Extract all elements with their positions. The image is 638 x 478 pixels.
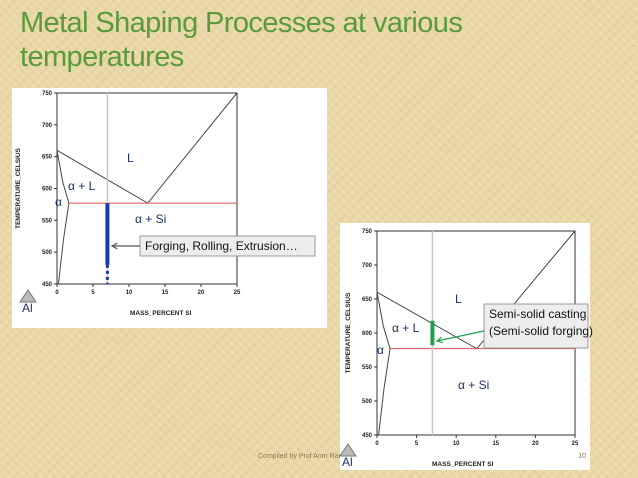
x-tick-label: 5	[91, 290, 95, 296]
y-tick-label: 550	[362, 365, 373, 371]
phase-label: L	[127, 151, 134, 165]
phase-label: α	[377, 343, 384, 357]
x-tick-label: 10	[453, 441, 460, 447]
y-axis-title: TEMPERATURE_CELSIUS	[15, 147, 22, 228]
x-tick-label: 0	[375, 441, 379, 447]
figure-panel	[12, 88, 327, 328]
x-tick-label: 5	[415, 441, 419, 447]
y-tick-label: 650	[362, 297, 373, 303]
phase-label: L	[455, 292, 462, 306]
phase-label: α + L	[392, 321, 420, 335]
x-tick-label: 20	[198, 290, 205, 296]
x-tick-label: 25	[572, 441, 579, 447]
x-axis-title: MASS_PERCENT SI	[432, 461, 494, 468]
arrow-head	[110, 242, 118, 250]
x-tick-label: 20	[532, 441, 539, 447]
y-tick-label: 450	[362, 433, 373, 439]
callout-text: Semi-solid casting	[489, 307, 586, 321]
y-tick-label: 500	[362, 399, 373, 405]
phase-label: α + Si	[135, 212, 166, 226]
y-tick-label: 600	[362, 331, 373, 337]
y-tick-label: 650	[42, 155, 53, 161]
y-tick-label: 700	[362, 263, 373, 269]
phase-label: α + Si	[458, 378, 489, 392]
arrow-head	[435, 336, 443, 344]
phase-label: α + L	[68, 179, 96, 193]
x-tick-label: 25	[234, 290, 241, 296]
title-line: Metal Shaping Processes at various	[20, 7, 463, 39]
logo-icon	[19, 289, 37, 303]
phase-label: Al	[22, 301, 33, 315]
x-tick-label: 15	[492, 441, 499, 447]
y-tick-label: 750	[362, 229, 373, 235]
phase-label: α	[55, 195, 62, 209]
callout-text: (Semi-solid forging)	[489, 324, 593, 338]
x-tick-label: 0	[55, 290, 59, 296]
phase-diagram: 450 500 550 600 650 700 750 0 5 10 15 20 25 Lα + L α α …	[12, 88, 327, 328]
y-tick-label: 700	[42, 123, 53, 129]
y-tick-label: 600	[42, 187, 53, 193]
y-axis-title: TEMPERATURE_CELSIUS	[345, 292, 352, 373]
callout-arrow	[436, 330, 485, 342]
y-tick-label: 550	[42, 218, 53, 224]
title-line: temperatures	[20, 41, 184, 73]
callout-box	[483, 303, 589, 349]
logo-icon	[339, 443, 357, 457]
page-number: 10	[578, 453, 586, 460]
phase-diagram: 450 500 550 600 650 700 750 0 5 10 15 20 25 Lα + L α α …	[339, 223, 593, 470]
x-tick-label: 10	[126, 290, 133, 296]
y-tick-label: 450	[42, 282, 53, 288]
y-tick-label: 750	[42, 91, 53, 97]
phase-label: Al	[342, 455, 353, 469]
callout-text: Forging, Rolling, Extrusion…	[145, 239, 298, 253]
footer-text: Compiled by Prof Anm Rane	[258, 453, 346, 460]
x-tick-label: 15	[162, 290, 169, 296]
slide-title: Metal Shaping Processes at various tempe…	[20, 6, 463, 74]
x-axis-title: MASS_PERCENT SI	[130, 310, 192, 317]
y-tick-label: 500	[42, 250, 53, 256]
